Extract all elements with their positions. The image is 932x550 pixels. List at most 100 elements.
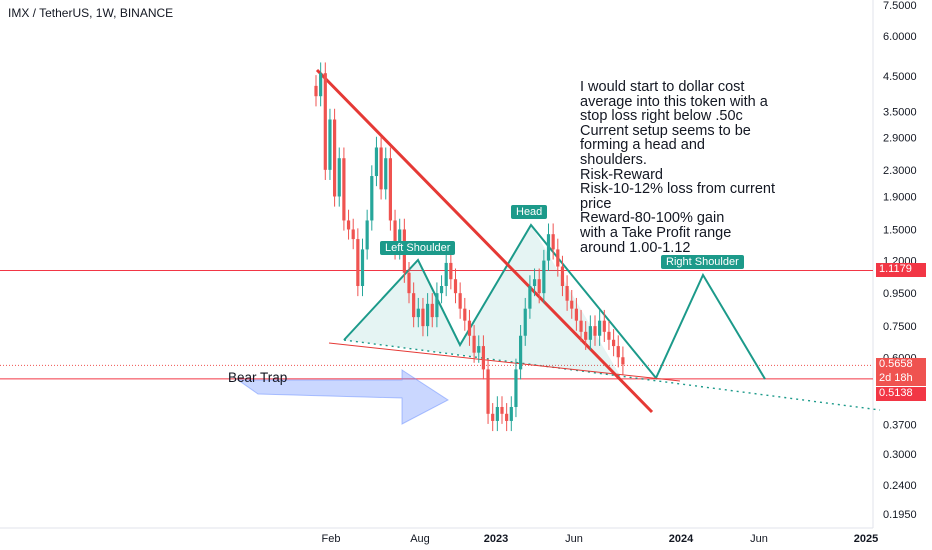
head-tag[interactable]: Head — [511, 205, 548, 219]
candle-body — [509, 406, 513, 421]
date-tick-label: Jun — [750, 533, 768, 545]
candle-body — [542, 260, 546, 294]
note-line: average into this token with a — [580, 93, 768, 110]
candle-body — [333, 119, 337, 197]
support-badge: 0.5138 — [876, 387, 926, 401]
candle-body — [565, 286, 569, 301]
price-tick-label: 0.9500 — [883, 288, 917, 300]
candle-body — [370, 176, 374, 221]
price-tick-label: 6.0000 — [883, 31, 917, 43]
note-line: Risk-10-12% loss from current — [580, 181, 775, 198]
date-tick-label: Feb — [322, 533, 341, 545]
candle-body — [486, 369, 490, 414]
price-tick-label: 2.3000 — [883, 165, 917, 177]
note-line: with a Take Profit range — [580, 224, 732, 241]
candle-body — [491, 413, 495, 421]
candle-body — [612, 339, 616, 347]
candle-body — [388, 158, 392, 221]
candle-body — [365, 220, 369, 250]
neckline-dotted — [343, 339, 881, 411]
candle-body — [407, 272, 411, 294]
note-line: I would start to dollar cost — [580, 79, 745, 95]
candle-body — [514, 369, 518, 407]
candle-body — [602, 320, 606, 332]
candle-body — [393, 220, 397, 250]
price-tick-label: 3.5000 — [883, 106, 917, 118]
candle-body — [453, 279, 458, 294]
right-shoulder-tag[interactable]: Right Shoulder — [661, 255, 744, 269]
candle-body — [398, 229, 402, 250]
date-tick-label: 2023 — [484, 533, 508, 545]
candle-body — [426, 303, 430, 327]
head-shoulders-outline — [343, 223, 766, 380]
note-line: stop loss right below .50c — [580, 108, 743, 125]
candle-body — [505, 413, 509, 421]
price-tick-label: 0.3700 — [883, 420, 917, 432]
candle-body — [495, 406, 499, 421]
candle-body — [379, 147, 383, 190]
candle-body — [523, 308, 527, 336]
candle-body — [500, 406, 504, 414]
candle-body — [351, 229, 355, 240]
candle-body — [384, 158, 388, 190]
left-shoulder-tag[interactable]: Left Shoulder — [380, 241, 456, 255]
candle-body — [328, 119, 332, 170]
candle-body — [444, 262, 448, 287]
candle-body — [546, 234, 551, 261]
note-line: Reward-80-100% gain — [580, 210, 725, 227]
candle-body — [532, 279, 537, 287]
candle-body — [588, 326, 592, 340]
candle-body — [314, 85, 318, 97]
candle-body — [435, 293, 439, 318]
candle-body — [570, 300, 574, 309]
price-tick-label: 0.1950 — [883, 509, 917, 521]
candle-body — [439, 286, 444, 294]
candle-body — [342, 158, 346, 221]
candle-body — [467, 320, 472, 336]
price-tick-label: 4.5000 — [883, 71, 917, 83]
resistance-badge: 1.1179 — [876, 263, 926, 277]
candle-body — [560, 266, 565, 287]
note-line: forming a head and — [580, 137, 705, 154]
candle-body — [528, 286, 532, 309]
date-tick-label: 2024 — [669, 533, 694, 545]
price-tick-label: 0.7500 — [883, 321, 917, 333]
note-line: Current setup seems to be — [580, 122, 751, 139]
candle-body — [593, 326, 597, 336]
candle-body — [449, 262, 453, 280]
note-line: around 1.00-1.12 — [580, 239, 691, 256]
candle-body — [607, 331, 611, 340]
symbol-title: IMX / TetherUS, 1W, BINANCE — [8, 6, 174, 20]
countdown-badge: 2d 18h — [876, 372, 926, 386]
candle-body — [421, 308, 425, 327]
price-tick-label: 2.9000 — [883, 133, 917, 145]
candle-body — [346, 220, 351, 230]
candle-body — [579, 320, 583, 332]
date-tick-label: 2025 — [854, 533, 878, 545]
candle-body — [430, 303, 434, 318]
bear-trap-arrow — [236, 369, 449, 425]
candle-body — [458, 293, 462, 309]
lower-trendline — [328, 342, 681, 382]
price-tick-label: 1.5000 — [883, 224, 917, 236]
candle-body — [621, 357, 625, 365]
candle-body — [616, 346, 620, 358]
pattern-fill — [344, 225, 621, 377]
analysis-note: I would start to dollar cost average int… — [580, 80, 820, 255]
candle-body — [584, 331, 588, 340]
candle-body — [472, 335, 476, 353]
price-tick-label: 7.5000 — [883, 0, 917, 12]
note-line: Risk-Reward — [580, 166, 663, 183]
candle-body — [598, 320, 602, 336]
note-line: shoulders. — [580, 151, 647, 168]
candle-body — [556, 249, 560, 267]
candle-body — [360, 249, 365, 287]
note-line: price — [580, 195, 612, 212]
date-tick-label: Jun — [565, 533, 583, 545]
candle-body — [551, 234, 555, 250]
candle-body — [323, 73, 327, 170]
bear-trap-label: Bear Trap — [228, 370, 288, 385]
current-price-badge: 0.5658 — [876, 358, 926, 372]
